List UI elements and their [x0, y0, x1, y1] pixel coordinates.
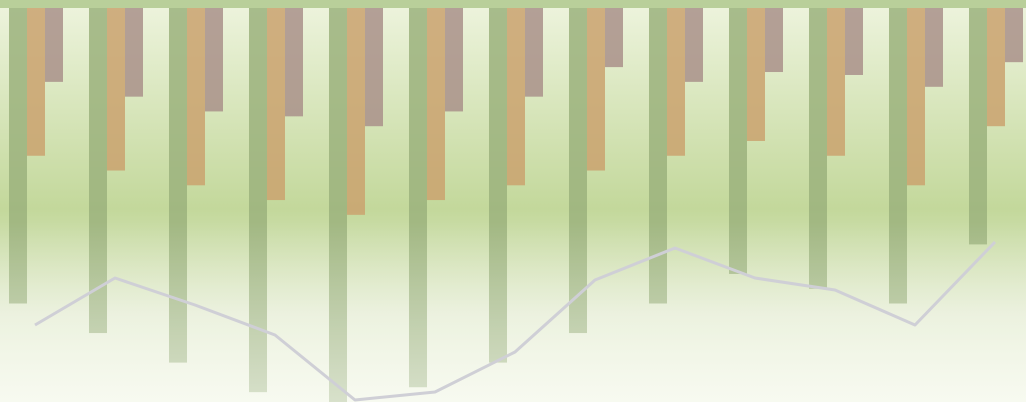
bar-series-2-cat-12 [907, 8, 925, 186]
bar-series-1-cat-11 [809, 8, 827, 289]
bar-series-3-cat-6 [445, 8, 463, 112]
bar-series-2-cat-1 [27, 8, 45, 156]
bar-series-3-cat-3 [205, 8, 223, 112]
bar-series-2-cat-11 [827, 8, 845, 156]
bar-series-2-cat-3 [187, 8, 205, 186]
bar-series-2-cat-6 [427, 8, 445, 201]
bar-series-1-cat-8 [569, 8, 587, 334]
bar-series-3-cat-7 [525, 8, 543, 97]
bar-series-1-cat-12 [889, 8, 907, 304]
bar-series-3-cat-9 [685, 8, 703, 82]
top-rule [0, 0, 1026, 8]
bar-series-3-cat-11 [845, 8, 863, 75]
bar-series-2-cat-8 [587, 8, 605, 171]
bar-series-3-cat-2 [125, 8, 143, 97]
bar-series-1-cat-3 [169, 8, 187, 363]
bar-series-3-cat-8 [605, 8, 623, 68]
bar-series-3-cat-5 [365, 8, 383, 127]
bar-series-1-cat-1 [9, 8, 27, 304]
bar-series-3-cat-12 [925, 8, 943, 87]
bar-series-2-cat-5 [347, 8, 365, 215]
bar-series-2-cat-9 [667, 8, 685, 156]
bar-series-1-cat-5 [329, 8, 347, 402]
bar-series-3-cat-10 [765, 8, 783, 73]
bar-series-1-cat-4 [249, 8, 267, 393]
bar-series-1-cat-13 [969, 8, 987, 245]
bar-series-3-cat-13 [1005, 8, 1023, 63]
bar-series-1-cat-9 [649, 8, 667, 304]
bar-series-3-cat-4 [285, 8, 303, 117]
bar-series-1-cat-6 [409, 8, 427, 388]
bar-series-2-cat-10 [747, 8, 765, 141]
bar-series-2-cat-7 [507, 8, 525, 186]
bar-series-1-cat-10 [729, 8, 747, 274]
bar-series-1-cat-7 [489, 8, 507, 363]
bar-series-2-cat-13 [987, 8, 1005, 127]
bar-series-2-cat-4 [267, 8, 285, 201]
bar-series-2-cat-2 [107, 8, 125, 171]
bar-series-3-cat-1 [45, 8, 63, 82]
line-layer [34, 240, 997, 402]
